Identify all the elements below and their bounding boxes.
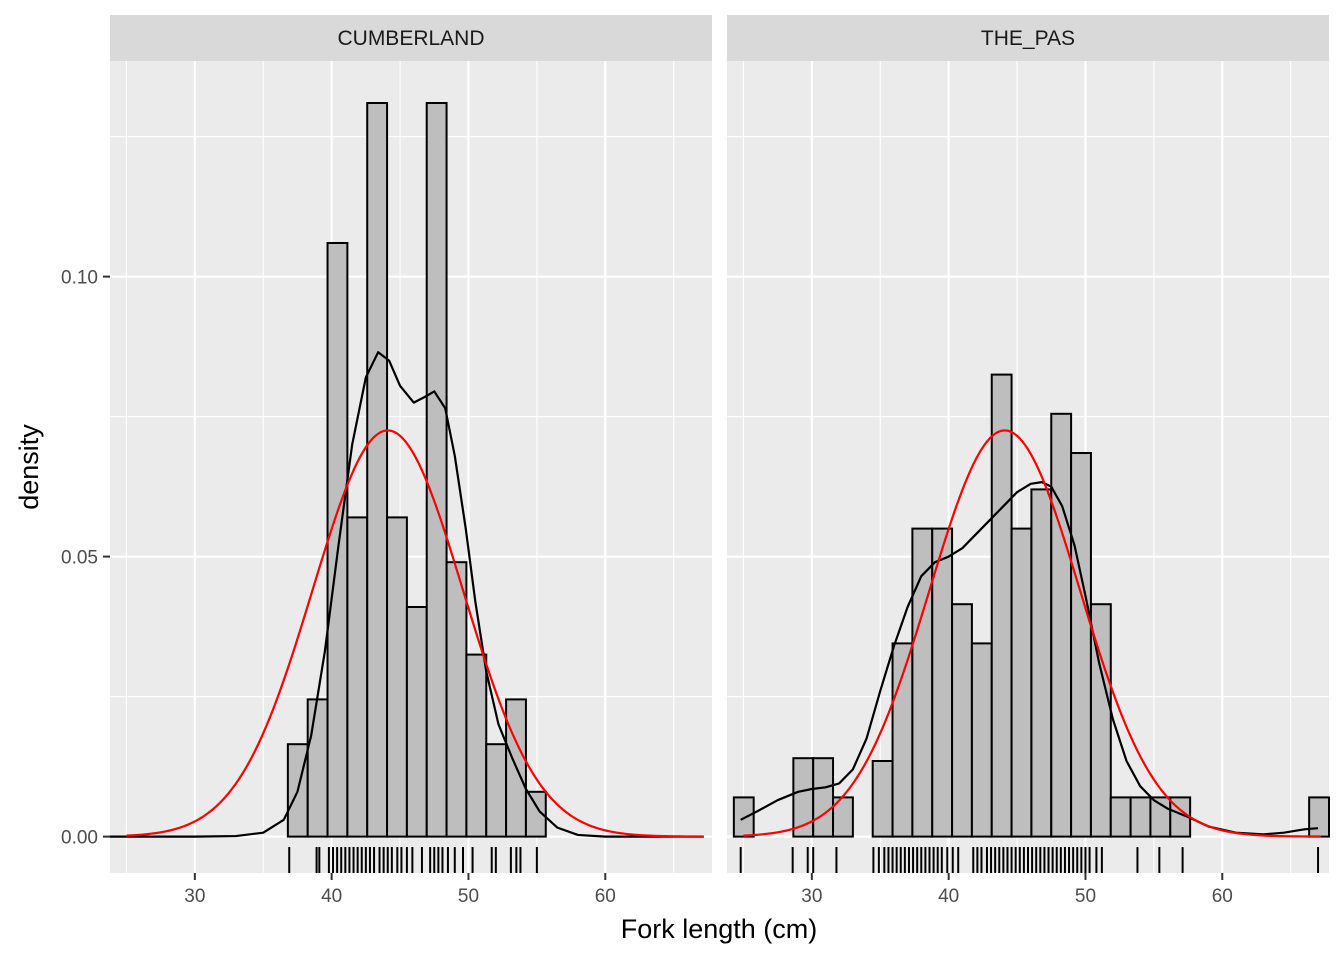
x-axis-the-pas: 30 40 50 60 [801, 873, 1233, 907]
histogram-bar-1 [306, 698, 329, 838]
histogram-bar-12 [1030, 488, 1053, 838]
panel-cumberland: CUMBERLAND [110, 15, 712, 873]
histogram-bar-4 [366, 102, 389, 838]
histogram-bar-8 [445, 561, 468, 838]
histogram-bar-5 [386, 516, 408, 838]
panel-the-pas: THE_PAS [727, 15, 1331, 873]
y-tick-label-2: 0.10 [61, 268, 98, 289]
histogram-bar-7 [425, 102, 448, 838]
strip-cumberland [110, 15, 712, 61]
x-axis-title: Fork length (cm) [621, 914, 818, 944]
histogram-bar-3 [346, 516, 369, 838]
histogram-bar-15 [1089, 603, 1112, 838]
panel-the-pas-curves [740, 429, 1321, 838]
x-tick-label-0: 30 [801, 886, 822, 907]
histogram-bar-13 [1050, 412, 1073, 838]
x-tick-label-3: 60 [1212, 886, 1233, 907]
x-tick-label-2: 50 [458, 886, 479, 907]
kde-curve [740, 481, 1319, 836]
histogram-bar-10 [990, 373, 1013, 838]
histogram-bar-17 [1129, 796, 1152, 838]
kde-curve [110, 351, 704, 838]
histogram-bar-16 [1109, 796, 1132, 838]
y-tick-label-0: 0.00 [61, 828, 98, 849]
x-tick-label-1: 40 [938, 886, 959, 907]
histogram-bar-12 [524, 790, 547, 838]
panel-the-pas-bars [732, 373, 1331, 838]
histogram-bar-9 [465, 653, 488, 838]
histogram-bar-20 [1308, 796, 1331, 838]
x-tick-label-3: 60 [595, 886, 616, 907]
strip-cumberland-label: CUMBERLAND [337, 27, 484, 50]
histogram-bar-11 [1010, 527, 1033, 838]
strip-the-pas [727, 15, 1329, 61]
histogram-bar-2 [326, 242, 349, 838]
normal-curve [743, 429, 1321, 838]
histogram-bar-10 [485, 743, 508, 838]
strip-the-pas-label: THE_PAS [981, 27, 1075, 50]
panel-cumberland-curves [110, 351, 704, 838]
histogram-bar-14 [1070, 452, 1092, 838]
x-axis-cumberland: 30 40 50 60 [184, 873, 616, 907]
panel-cumberland-bars [286, 102, 547, 838]
y-axis-title: density [14, 424, 44, 510]
y-axis: 0.00 0.05 0.10 [61, 268, 110, 849]
panel-the-pas-rug [739, 847, 1320, 873]
x-tick-label-2: 50 [1075, 886, 1096, 907]
histogram-bar-6 [405, 606, 428, 838]
x-tick-label-1: 40 [321, 886, 342, 907]
histogram-bar-4 [871, 760, 894, 838]
x-tick-label-0: 30 [184, 886, 205, 907]
y-tick-label-1: 0.05 [61, 548, 98, 569]
histogram-bar-8 [951, 603, 973, 838]
histogram-bar-9 [970, 642, 993, 838]
normal-curve [126, 429, 704, 838]
histogram-bar-2 [812, 757, 835, 838]
panel-cumberland-rug [288, 847, 538, 873]
